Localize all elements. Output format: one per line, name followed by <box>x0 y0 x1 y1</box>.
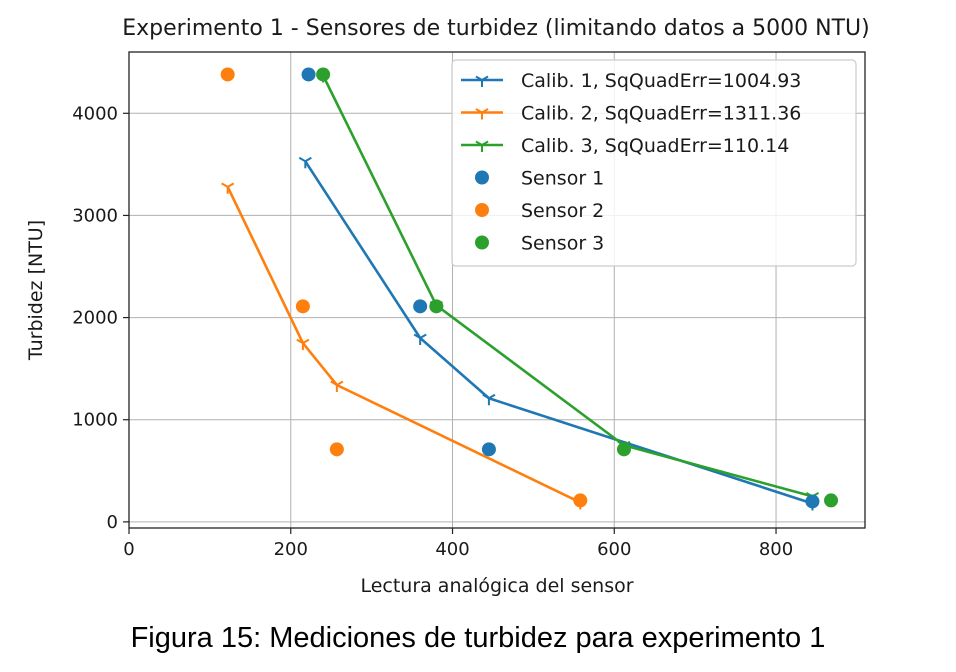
x-tick-label: 600 <box>597 539 631 560</box>
legend-item: Sensor 3 <box>475 233 604 255</box>
y-tick-label: 1000 <box>72 410 118 431</box>
y-tick-label: 2000 <box>72 308 118 329</box>
series-line <box>304 160 813 505</box>
scatter-point <box>573 493 588 508</box>
turbidity-chart: Experimento 1 - Sensores de turbidez (li… <box>25 16 870 597</box>
legend-label: Sensor 1 <box>521 168 604 190</box>
line-marker <box>298 156 312 169</box>
legend-box <box>451 59 857 267</box>
legend-item: Calib. 1, SqQuadErr=1004.93 <box>461 70 801 92</box>
legend-item: Calib. 2, SqQuadErr=1311.36 <box>461 103 801 125</box>
line-marker <box>330 380 344 392</box>
figure-caption: Figura 15: Mediciones de turbidez para e… <box>130 622 826 654</box>
legend-marker <box>475 140 489 152</box>
series-layer <box>220 67 839 511</box>
line-marker <box>413 333 427 346</box>
y-tick-label: 4000 <box>72 103 118 124</box>
scatter-point <box>429 299 444 314</box>
axis-ticks: 0 200 400 600 800 0 1000 2000 3000 4000 <box>72 103 793 560</box>
legend-item: Calib. 3, SqQuadErr=110.14 <box>461 135 789 157</box>
line-marker <box>221 182 235 194</box>
scatter-point <box>316 67 331 82</box>
y-tick-label: 0 <box>107 512 118 533</box>
line-marker <box>296 338 310 351</box>
scatter-point <box>805 494 820 509</box>
scatter-point <box>824 493 839 508</box>
series-line <box>321 74 813 498</box>
x-tick-label: 200 <box>274 539 308 560</box>
scatter-point <box>301 67 316 82</box>
legend: Calib. 1, SqQuadErr=1004.93 Calib. 2, SqQ… <box>451 59 857 267</box>
series-line <box>226 186 581 504</box>
series-6 <box>316 67 839 508</box>
legend-item: Sensor 2 <box>475 200 604 222</box>
line-marker <box>482 393 496 406</box>
legend-label: Sensor 3 <box>521 233 604 255</box>
x-tick-label: 400 <box>435 539 469 560</box>
series-5 <box>220 67 588 508</box>
scatter-point <box>616 442 631 457</box>
y-tick-label: 3000 <box>72 205 118 226</box>
scatter-point <box>220 67 235 82</box>
legend-label: Calib. 2, SqQuadErr=1311.36 <box>521 103 801 125</box>
series-4 <box>301 67 820 509</box>
legend-marker <box>475 108 489 120</box>
y-axis-label: Turbidez [NTU] <box>25 220 47 361</box>
scatter-point <box>329 442 344 457</box>
x-tick-label: 800 <box>759 539 793 560</box>
x-axis-label: Lectura analógica del sensor <box>360 575 633 597</box>
plot-frame <box>128 51 866 529</box>
legend-item: Sensor 1 <box>475 168 604 190</box>
legend-dot-swatch <box>475 203 489 217</box>
legend-marker <box>475 75 489 87</box>
legend-label: Calib. 3, SqQuadErr=110.14 <box>521 135 789 157</box>
legend-label: Calib. 1, SqQuadErr=1004.93 <box>521 70 801 92</box>
chart-title: Experimento 1 - Sensores de turbidez (li… <box>122 16 869 41</box>
scatter-point <box>481 442 496 457</box>
scatter-point <box>413 299 428 314</box>
legend-dot-swatch <box>475 235 489 250</box>
legend-label: Sensor 2 <box>521 200 604 222</box>
legend-dot-swatch <box>475 170 489 185</box>
scatter-point <box>295 299 310 314</box>
x-tick-label: 0 <box>123 539 134 560</box>
